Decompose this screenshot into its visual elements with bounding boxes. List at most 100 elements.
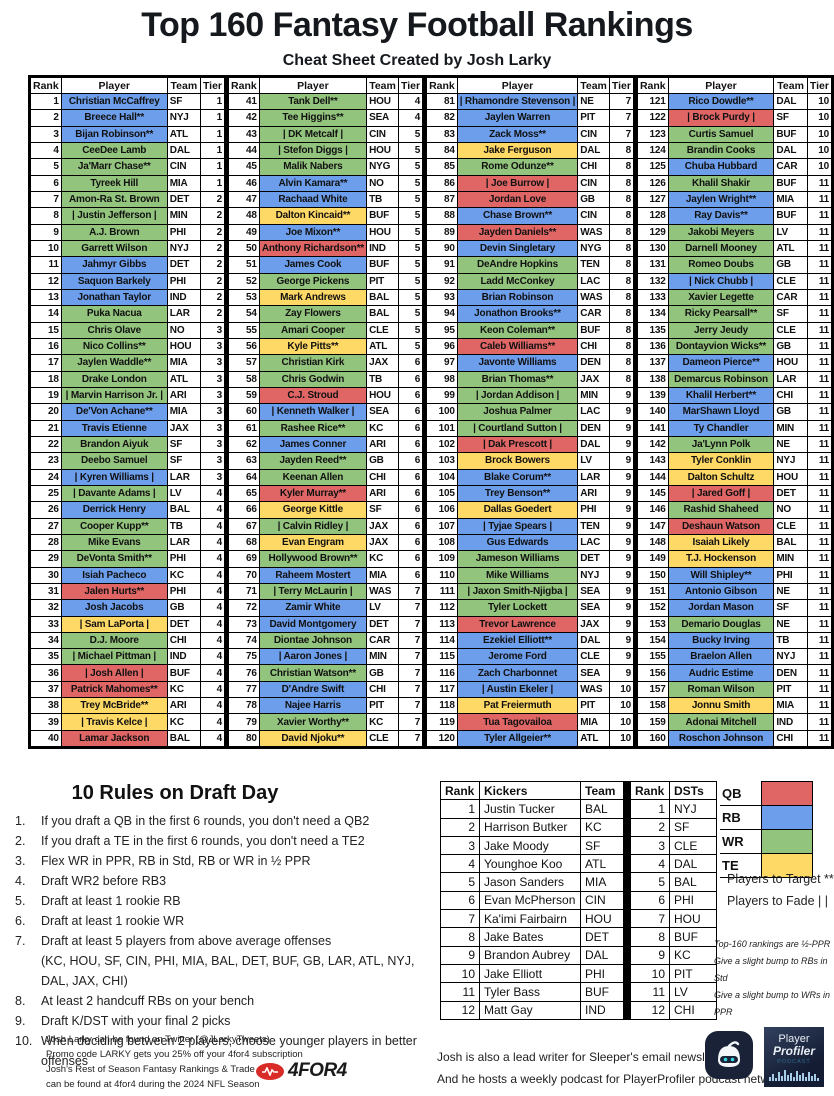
team-cell: CAR bbox=[773, 158, 808, 176]
rank-cell: 124 bbox=[636, 141, 669, 160]
tier-cell: 11 bbox=[806, 599, 832, 617]
team-cell: KC bbox=[366, 713, 399, 731]
rank-cell: 56 bbox=[228, 337, 260, 356]
rank-cell: 141 bbox=[636, 419, 669, 437]
player-cell: | Calvin Ridley | bbox=[258, 517, 368, 535]
footer-right-line: Josh is also a lead writer for Sleeper's… bbox=[437, 1050, 729, 1064]
player-cell: Jordan Love bbox=[456, 190, 579, 209]
rank-cell: 145 bbox=[636, 484, 669, 503]
pp-logo-line2: Profiler bbox=[772, 1044, 815, 1058]
ranking-row: 102 | Dak Prescott | DAL 9 bbox=[426, 435, 634, 454]
rules-heading: 10 Rules on Draft Day bbox=[71, 782, 279, 804]
rank-cell: 12 bbox=[30, 272, 62, 290]
tier-cell: 11 bbox=[806, 207, 832, 225]
team-cell: DAL bbox=[577, 141, 610, 160]
tier-cell: 11 bbox=[806, 664, 832, 682]
rank-cell: 82 bbox=[426, 109, 458, 127]
ranking-row: 37 Patrick Mahomes** KC 4 bbox=[30, 680, 226, 699]
rank-cell: 118 bbox=[426, 697, 458, 715]
tier-cell: 7 bbox=[397, 664, 424, 682]
dst-row: 9 KC bbox=[630, 945, 717, 965]
team-cell: BAL bbox=[366, 305, 399, 323]
team-cell: KC bbox=[166, 566, 201, 584]
team-cell: CIN bbox=[166, 158, 201, 176]
rank-cell: 74 bbox=[228, 631, 260, 650]
column-header-player: Player bbox=[60, 77, 168, 94]
team-cell: LV bbox=[366, 599, 399, 617]
ranking-row: 19 | Marvin Harrison Jr. | ARI 3 bbox=[30, 386, 226, 405]
ranking-row: 149 T.J. Hockenson MIN 11 bbox=[636, 550, 832, 568]
ranking-row: 35 | Michael Pittman | IND 4 bbox=[30, 648, 226, 666]
rule-item: 9. Draft K/DST with your final 2 picks bbox=[12, 1011, 437, 1031]
ranking-row: 116 Zach Charbonnet SEA 9 bbox=[426, 664, 634, 682]
ranking-row: 118 Pat Freiermuth PIT 10 bbox=[426, 697, 634, 715]
player-cell: Jonnu Smith bbox=[667, 697, 775, 715]
rank-cell: 54 bbox=[228, 305, 260, 323]
team-cell: MIA bbox=[773, 190, 808, 209]
team-cell: SF bbox=[166, 452, 201, 470]
rank-cell: 78 bbox=[228, 697, 260, 715]
team-cell: MIN bbox=[773, 419, 808, 437]
ranking-row: 77 D'Andre Swift CHI 7 bbox=[228, 680, 424, 699]
kicker-row: 12 Matt Gay IND bbox=[440, 1000, 624, 1020]
team-cell: CHI bbox=[577, 158, 610, 176]
rank-cell: 102 bbox=[426, 435, 458, 454]
tier-cell: 10 bbox=[806, 92, 832, 111]
dst-team-cell: PIT bbox=[669, 963, 717, 984]
tier-cell: 10 bbox=[806, 158, 832, 176]
kickers-table: Rank Kickers Team 1 Justin Tucker BAL 2 Harriso… bbox=[440, 780, 624, 1020]
rank-cell: 5 bbox=[30, 158, 62, 176]
ranking-row: 152 Jordan Mason SF 11 bbox=[636, 599, 832, 617]
rank-cell: 8 bbox=[30, 207, 62, 225]
team-cell: CHI bbox=[577, 337, 610, 356]
team-cell: BUF bbox=[580, 982, 624, 1002]
team-cell: NYJ bbox=[166, 239, 201, 258]
team-cell: IND bbox=[166, 288, 201, 307]
player-cell: Jonathon Brooks** bbox=[456, 305, 579, 323]
ranking-row: 82 Jaylen Warren PIT 7 bbox=[426, 109, 634, 127]
player-cell: D.J. Moore bbox=[60, 631, 168, 650]
player-cell: De'Von Achane** bbox=[60, 403, 168, 421]
ranking-row: 90 Devin Singletary NYG 8 bbox=[426, 239, 634, 258]
team-cell: GB bbox=[773, 337, 808, 356]
player-cell: | Josh Allen | bbox=[60, 664, 168, 682]
team-cell: GB bbox=[773, 256, 808, 274]
ranking-row: 20 De'Von Achane** MIA 3 bbox=[30, 403, 226, 421]
tier-cell: 9 bbox=[608, 386, 634, 405]
legend-color-swatch bbox=[761, 781, 813, 806]
tier-cell: 4 bbox=[199, 501, 226, 519]
ranking-row: 18 Drake London ATL 3 bbox=[30, 370, 226, 388]
player-cell: Jaylen Warren bbox=[456, 109, 579, 127]
ranking-row: 42 Tee Higgins** SEA 4 bbox=[228, 109, 424, 127]
team-cell: CHI bbox=[166, 631, 201, 650]
tier-cell: 5 bbox=[397, 141, 424, 160]
rank-cell: 105 bbox=[426, 484, 458, 503]
team-cell: KC bbox=[366, 419, 399, 437]
ranking-row: 136 Dontayvion Wicks** GB 11 bbox=[636, 337, 832, 356]
rank-cell: 130 bbox=[636, 239, 669, 258]
rank-cell: 11 bbox=[30, 256, 62, 274]
team-cell: NO bbox=[166, 321, 201, 339]
player-cell: Bijan Robinson** bbox=[60, 125, 168, 143]
team-cell: BUF bbox=[166, 664, 201, 682]
player-cell: Trey McBride** bbox=[60, 697, 168, 715]
team-cell: IND bbox=[580, 1000, 624, 1020]
rank-cell: 69 bbox=[228, 550, 260, 568]
ranking-row: 98 Brian Thomas** JAX 8 bbox=[426, 370, 634, 388]
tier-cell: 7 bbox=[608, 92, 634, 111]
team-cell: DEN bbox=[577, 419, 610, 437]
rank-cell: 6 bbox=[30, 174, 62, 192]
rank-cell: 61 bbox=[228, 419, 260, 437]
player-cell: | Sam LaPorta | bbox=[60, 615, 168, 633]
tier-cell: 5 bbox=[397, 337, 424, 356]
team-cell: JAX bbox=[366, 533, 399, 552]
ranking-row: 60 | Kenneth Walker | SEA 6 bbox=[228, 403, 424, 421]
kicker-name-cell: Jason Sanders bbox=[479, 872, 581, 892]
tier-cell: 4 bbox=[199, 533, 226, 552]
ranking-row: 99 | Jordan Addison | MIN 9 bbox=[426, 386, 634, 405]
team-cell: CAR bbox=[366, 631, 399, 650]
rank-cell: 3 bbox=[30, 125, 62, 143]
team-cell: MIN bbox=[166, 207, 201, 225]
rank-cell: 109 bbox=[426, 550, 458, 568]
tier-cell: 7 bbox=[397, 599, 424, 617]
